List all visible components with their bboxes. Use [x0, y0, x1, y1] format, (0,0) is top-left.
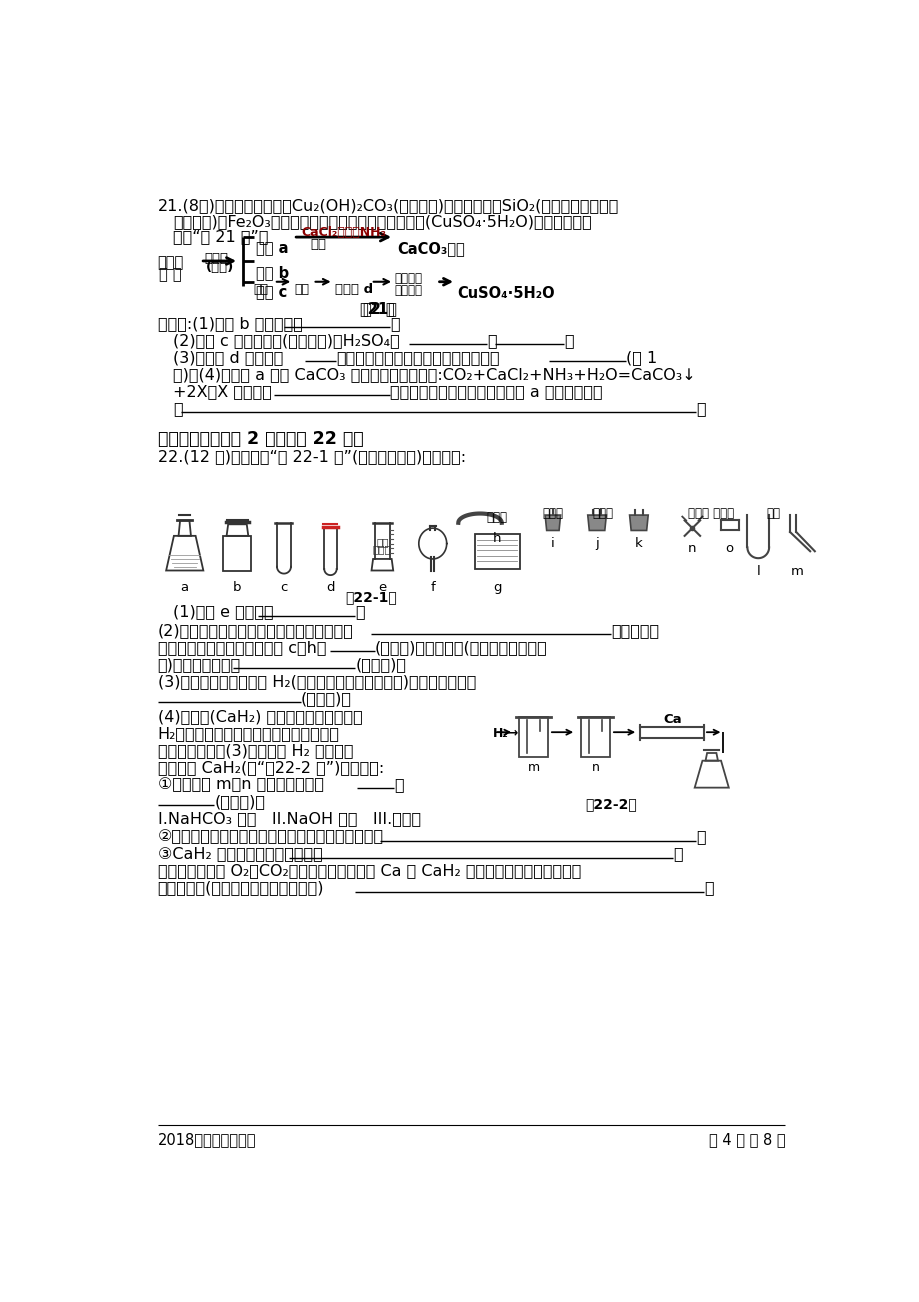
Text: n: n [591, 762, 599, 775]
Text: (3)用锡粒和稀盐酸制备 H₂(可随时使反应发生或终止)应选取的付器是: (3)用锡粒和稀盐酸制备 H₂(可随时使反应发生或终止)应选取的付器是 [157, 673, 475, 689]
Text: 种)。(4)在气体 a 生成 CaCO₃ 的过程中，发生反应:CO₂+CaCl₂+NH₃+H₂O=CaCO₃↓: 种)。(4)在气体 a 生成 CaCO₃ 的过程中，发生反应:CO₂+CaCl₂… [173, 367, 695, 383]
Text: CaCl₂溶液，NH₃: CaCl₂溶液，NH₃ [301, 227, 386, 240]
Text: 。: 。 [390, 316, 400, 332]
Text: 第 4 页 共 8 页: 第 4 页 共 8 页 [708, 1133, 785, 1147]
Text: CaCO₃沉淠: CaCO₃沉淠 [397, 241, 464, 256]
Text: H₂，是野外工作人员便携燃料的来源。课: H₂，是野外工作人员便携燃料的来源。课 [157, 727, 339, 741]
Text: ；实验室蒸发溶液时用到的玻璃付器有: ；实验室蒸发溶液时用到的玻璃付器有 [335, 350, 499, 366]
Text: 过滤: 过滤 [294, 284, 310, 297]
Text: 降温结晶: 降温结晶 [393, 284, 422, 297]
Text: 顲22-1图: 顲22-1图 [345, 591, 396, 604]
Text: 孔雀石: 孔雀石 [157, 255, 184, 270]
Text: 四、（本大题包括 2 小题，共 22 分）: 四、（本大题包括 2 小题，共 22 分） [157, 431, 363, 448]
Text: 气体 a: 气体 a [255, 241, 289, 256]
Text: +2X，X 的名称为: +2X，X 的名称为 [173, 384, 272, 400]
Text: 出氧气的装置应选取的付器是 c、h、: 出氧气的装置应选取的付器是 c、h、 [157, 639, 325, 655]
Text: m: m [527, 762, 539, 775]
Text: 。: 。 [564, 333, 573, 349]
Text: 外小组同学利用(3)中产生的 H₂ 与金属钙: 外小组同学利用(3)中产生的 H₂ 与金属钙 [157, 743, 353, 758]
Text: 、: 、 [486, 333, 496, 349]
Text: (2)用高锰酸鉡分解制取氧气的化学方程式为: (2)用高锰酸鉡分解制取氧气的化学方程式为 [157, 622, 353, 638]
Text: Ca: Ca [663, 713, 681, 727]
Text: (过量): (过量) [206, 260, 233, 273]
Text: 单孔塞: 单孔塞 [542, 508, 562, 521]
Text: 顲21图: 顲21图 [359, 301, 397, 316]
Text: c: c [280, 581, 288, 594]
Text: (填序号)。: (填序号)。 [301, 690, 352, 706]
Text: 。: 。 [703, 880, 713, 894]
Polygon shape [587, 516, 606, 530]
Text: H₂→: H₂→ [492, 727, 518, 740]
Text: 止水夹 玻璃片: 止水夹 玻璃片 [687, 508, 734, 521]
Text: m: m [789, 565, 802, 578]
Text: n: n [687, 542, 696, 555]
Text: I.NaHCO₃ 溶液   II.NaOH 溶液   III.浓硫酸: I.NaHCO₃ 溶液 II.NaOH 溶液 III.浓硫酸 [157, 811, 420, 825]
Text: 导管: 导管 [766, 508, 779, 521]
Text: (1)付器 e 的名称是: (1)付器 e 的名称是 [173, 604, 274, 620]
Text: 22.(12 分)根据下面“飜 22-1 图”(省略夹持付器)回答问题:: 22.(12 分)根据下面“飜 22-1 图”(省略夹持付器)回答问题: [157, 449, 465, 464]
Text: (2)溶液 c 中的溢质有(写化学式)：H₂SO₄、: (2)溶液 c 中的溢质有(写化学式)：H₂SO₄、 [173, 333, 400, 349]
Text: 塑料片: 塑料片 [372, 544, 391, 555]
Text: i: i [550, 536, 554, 549]
Text: 、: 、 [393, 777, 403, 792]
Text: o: o [725, 542, 732, 555]
Text: b: b [233, 581, 242, 594]
Text: 。: 。 [355, 604, 365, 620]
Text: 验)应选取的付器是: 验)应选取的付器是 [157, 656, 241, 672]
Text: (3)盐溶液 d 的颜色为: (3)盐溶液 d 的颜色为 [173, 350, 283, 366]
Text: a: a [180, 581, 188, 594]
Text: ②为防止钙被氧化，在加热钙之前必须进行的操作是: ②为防止钙被氧化，在加热钙之前必须进行的操作是 [157, 829, 383, 844]
Text: 蒸发浓缩: 蒸发浓缩 [393, 272, 422, 285]
Text: 顲22-2图: 顲22-2图 [584, 798, 636, 811]
Text: f: f [430, 581, 435, 594]
Text: 除杂: 除杂 [253, 284, 267, 297]
Text: j: j [595, 536, 598, 549]
Text: 粉 末: 粉 末 [159, 267, 182, 283]
Text: 橡皮管: 橡皮管 [486, 512, 507, 525]
Text: 21.(8分)孔雀石主要成分为Cu₂(OH)₂CO₃(难溢于水)，还含有少量SiO₂(难溢于水、不与稀: 21.(8分)孔雀石主要成分为Cu₂(OH)₂CO₃(难溢于水)，还含有少量Si… [157, 199, 618, 214]
Polygon shape [629, 516, 648, 530]
Text: 滤渣 b: 滤渣 b [255, 264, 289, 280]
Text: CuSO₄·5H₂O: CuSO₄·5H₂O [457, 285, 554, 301]
Text: k: k [634, 536, 642, 549]
Text: 题2l图: 题2l图 [362, 301, 394, 316]
Text: ，制备并导: ，制备并导 [610, 622, 658, 638]
Text: 接的装置是(说出付器名称及所装试剂): 接的装置是(说出付器名称及所装试剂) [157, 880, 323, 894]
Text: 双孔塞: 双孔塞 [592, 508, 613, 521]
Text: 为防止空气中的 O₂、CO₂、水赎气与玻璃管中 Ca 或 CaH₂ 反应，必须在导管末端再连: 为防止空气中的 O₂、CO₂、水赎气与玻璃管中 Ca 或 CaH₂ 反应，必须在… [157, 863, 581, 878]
Text: ；: ； [673, 846, 682, 861]
Text: e: e [378, 581, 386, 594]
Text: d: d [326, 581, 335, 594]
Text: (填序号)，收集氧气(用于做铁丝燃烧实: (填序号)，收集氧气(用于做铁丝燃烧实 [374, 639, 547, 655]
Text: (填序号)；: (填序号)； [214, 794, 265, 809]
Text: 2018广东化学中考题: 2018广东化学中考题 [157, 1133, 255, 1147]
Text: 。: 。 [696, 401, 705, 417]
Text: l: l [755, 565, 759, 578]
Text: ；孔雀石与稀硫酸反应生成气体 a 的化学方程式: ；孔雀石与稀硫酸反应生成气体 a 的化学方程式 [390, 384, 602, 400]
Text: 为: 为 [173, 401, 183, 417]
Text: 稀硫酸: 稀硫酸 [204, 253, 228, 266]
Text: 请回答:(1)滤渣 b 的化学式为: 请回答:(1)滤渣 b 的化学式为 [157, 316, 302, 332]
Text: 溶液 c: 溶液 c [255, 285, 287, 301]
Text: ③CaH₂ 与水反应的化学方程式为: ③CaH₂ 与水反应的化学方程式为 [157, 846, 322, 861]
Text: (填序号)。: (填序号)。 [355, 656, 406, 672]
Text: 。: 。 [696, 829, 705, 844]
Text: 硫酸反应)、Fe₂O₃等杂质。现以孔雀石为原料制取胆矾(CuSO₄·5H₂O)的部分工艺流: 硫酸反应)、Fe₂O₃等杂质。现以孔雀石为原料制取胆矾(CuSO₄·5H₂O)的… [173, 214, 591, 229]
Text: 程如“题 21 图”。: 程如“题 21 图”。 [173, 229, 268, 245]
Text: 过滤: 过滤 [310, 238, 326, 251]
Text: g: g [493, 581, 501, 594]
Text: 反应制取 CaH₂(见“顲22-2 图”)。请回答:: 反应制取 CaH₂(见“顲22-2 图”)。请回答: [157, 760, 383, 775]
Text: ①洗气瓶中 m、n 应选下列试剂的: ①洗气瓶中 m、n 应选下列试剂的 [157, 777, 323, 792]
Polygon shape [545, 516, 560, 530]
Text: (写 1: (写 1 [626, 350, 657, 366]
Text: h: h [493, 533, 501, 546]
Text: 盐溶液 d: 盐溶液 d [335, 284, 373, 297]
Text: 带孔: 带孔 [376, 538, 388, 547]
Text: (4)氢化钉(CaH₂) 常温下能与水反应生成: (4)氢化钉(CaH₂) 常温下能与水反应生成 [157, 710, 362, 724]
